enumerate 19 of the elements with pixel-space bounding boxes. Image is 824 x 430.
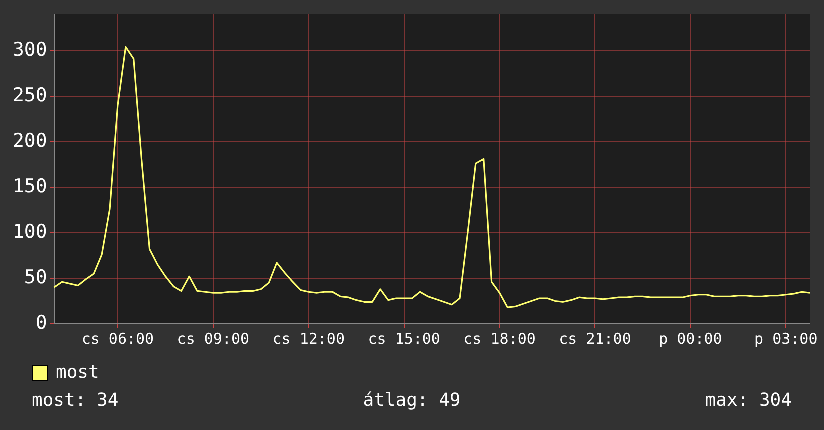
y-tick-label: 50 (24, 266, 48, 288)
y-tick-label: 200 (12, 130, 48, 152)
x-tick-label: cs 18:00 (464, 330, 536, 348)
y-tick-label: 100 (12, 220, 48, 243)
x-tick-label: p 00:00 (659, 330, 722, 348)
y-tick-label: 0 (36, 312, 48, 334)
x-tick-label: cs 12:00 (272, 330, 345, 348)
text: max: 304 (705, 390, 792, 411)
legend-label: most (56, 362, 100, 383)
x-tick-label: cs 09:00 (177, 330, 250, 348)
y-tick-label: 250 (12, 84, 48, 106)
text: most: 34 (32, 390, 119, 411)
x-tick-label: cs 06:00 (82, 330, 154, 348)
y-tick-label: 300 (12, 38, 48, 61)
x-tick-label: p 03:00 (754, 330, 818, 348)
y-tick-label: 150 (12, 175, 48, 198)
x-tick-label: cs 15:00 (368, 330, 440, 348)
text: átlag: 49 (363, 390, 461, 411)
x-tick-label: cs 21:00 (559, 330, 632, 348)
